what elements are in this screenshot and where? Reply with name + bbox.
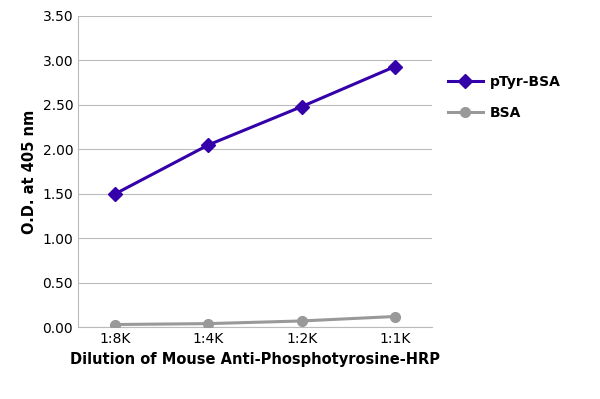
BSA bbox=[205, 321, 212, 326]
pTyr-BSA bbox=[298, 104, 305, 109]
Legend: pTyr-BSA, BSA: pTyr-BSA, BSA bbox=[442, 69, 566, 125]
BSA bbox=[391, 314, 398, 319]
pTyr-BSA bbox=[391, 64, 398, 69]
pTyr-BSA bbox=[205, 142, 212, 147]
pTyr-BSA bbox=[112, 192, 119, 196]
Line: pTyr-BSA: pTyr-BSA bbox=[110, 62, 400, 199]
Y-axis label: O.D. at 405 nm: O.D. at 405 nm bbox=[22, 109, 37, 234]
BSA bbox=[112, 322, 119, 327]
BSA bbox=[298, 318, 305, 323]
Line: BSA: BSA bbox=[110, 312, 400, 329]
X-axis label: Dilution of Mouse Anti-Phosphotyrosine-HRP: Dilution of Mouse Anti-Phosphotyrosine-H… bbox=[70, 352, 440, 367]
